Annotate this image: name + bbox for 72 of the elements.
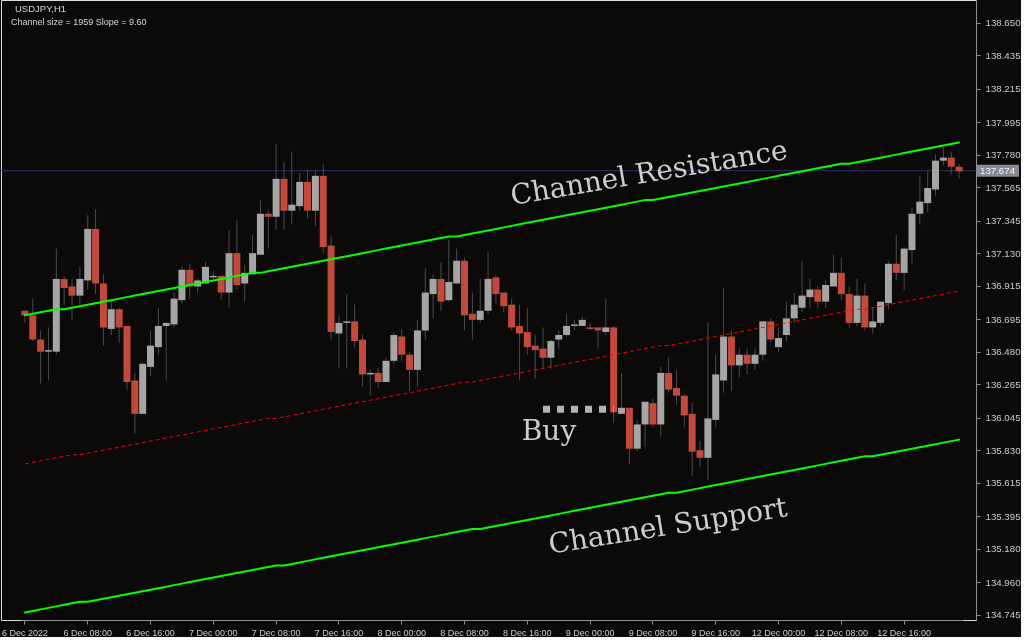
candlestick <box>37 329 45 385</box>
candlestick <box>837 257 845 301</box>
line-series <box>24 290 960 465</box>
y-tick-label: 136.265 <box>985 378 1021 390</box>
candlestick <box>618 372 626 415</box>
x-tick-label: 12 Dec 08:00 <box>814 627 869 638</box>
y-tick-label: 137.780 <box>985 149 1022 161</box>
chart-title: USDJPY,H1 <box>15 3 67 14</box>
x-tick-label: 8 Dec 00:00 <box>377 627 426 638</box>
candlestick <box>782 301 790 342</box>
candlestick <box>767 317 775 344</box>
annotation: Buy <box>521 414 577 447</box>
candlestick <box>563 313 571 338</box>
x-tick-label: 7 Dec 08:00 <box>251 627 301 638</box>
y-tick-label: 134.745 <box>985 609 1021 621</box>
y-tick-label: 135.180 <box>985 543 1022 555</box>
candlestick <box>264 210 272 250</box>
x-tick-label: 9 Dec 16:00 <box>691 627 740 638</box>
x-tick-label: 12 Dec 00:00 <box>751 627 806 638</box>
y-tick-label: 137.565 <box>985 181 1021 193</box>
y-tick-label: 137.130 <box>985 247 1022 259</box>
candlestick <box>547 339 555 369</box>
candlestick <box>107 299 115 336</box>
annotation: Channel Resistance <box>507 133 790 212</box>
candlestick <box>555 329 563 350</box>
candlestick <box>186 263 194 300</box>
candlestick <box>814 286 822 309</box>
x-tick-label: 12 Dec 16:00 <box>877 627 931 638</box>
line-series <box>23 141 961 317</box>
y-tick-label: 138.435 <box>985 49 1021 61</box>
annotation: Channel Support <box>546 490 791 561</box>
x-tick-label: 9 Dec 00:00 <box>565 627 615 638</box>
candlestick <box>743 348 751 375</box>
candlestick <box>735 348 743 378</box>
candlestick <box>892 234 900 281</box>
candlestick <box>947 151 955 175</box>
y-tick-label: 137.345 <box>985 215 1021 227</box>
text: Channel size = 1959 Slope = 9.60 <box>11 17 147 27</box>
candlestick <box>382 357 390 383</box>
y-tick-label: 135.395 <box>985 510 1021 522</box>
x-tick-label: 6 Dec 2022 <box>1 627 48 638</box>
candlestick <box>751 348 759 371</box>
candlestick <box>335 314 343 369</box>
candlestick <box>476 278 484 324</box>
ref-line-label: 137.674 <box>980 164 1016 176</box>
x-tick-label: 8 Dec 16:00 <box>503 627 552 638</box>
x-tick-label: 9 Dec 08:00 <box>628 627 678 638</box>
candlestick <box>343 293 351 369</box>
y-tick-label: 136.695 <box>985 313 1021 325</box>
y-tick-label: 136.915 <box>985 280 1021 292</box>
x-tick-label: 6 Dec 08:00 <box>63 627 112 638</box>
y-tick-label: 135.615 <box>985 477 1021 489</box>
x-tick-label: 6 Dec 16:00 <box>126 627 175 638</box>
x-tick-label: 8 Dec 08:00 <box>440 627 489 638</box>
y-tick-label: 136.480 <box>985 346 1022 358</box>
x-tick-label: 7 Dec 00:00 <box>189 627 238 638</box>
candlestick <box>398 328 406 362</box>
candlestick <box>437 261 445 312</box>
candlestick <box>939 146 947 166</box>
y-tick-label: 138.650 <box>985 17 1022 29</box>
candlestick <box>602 298 610 336</box>
y-tick-label: 135.830 <box>985 444 1022 456</box>
candlestick <box>649 398 657 428</box>
y-tick-label: 138.215 <box>985 83 1021 95</box>
candlestick <box>406 351 414 392</box>
y-tick-label: 134.960 <box>985 576 1022 588</box>
y-tick-label: 136.045 <box>985 412 1021 424</box>
x-tick-label: 7 Dec 16:00 <box>314 627 364 638</box>
y-tick-label: 137.995 <box>985 116 1021 128</box>
candlestick <box>374 367 382 389</box>
candlestick <box>641 401 649 448</box>
candlestick <box>775 326 783 353</box>
